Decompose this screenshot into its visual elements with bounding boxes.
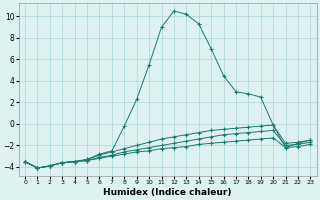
X-axis label: Humidex (Indice chaleur): Humidex (Indice chaleur) bbox=[103, 188, 232, 197]
